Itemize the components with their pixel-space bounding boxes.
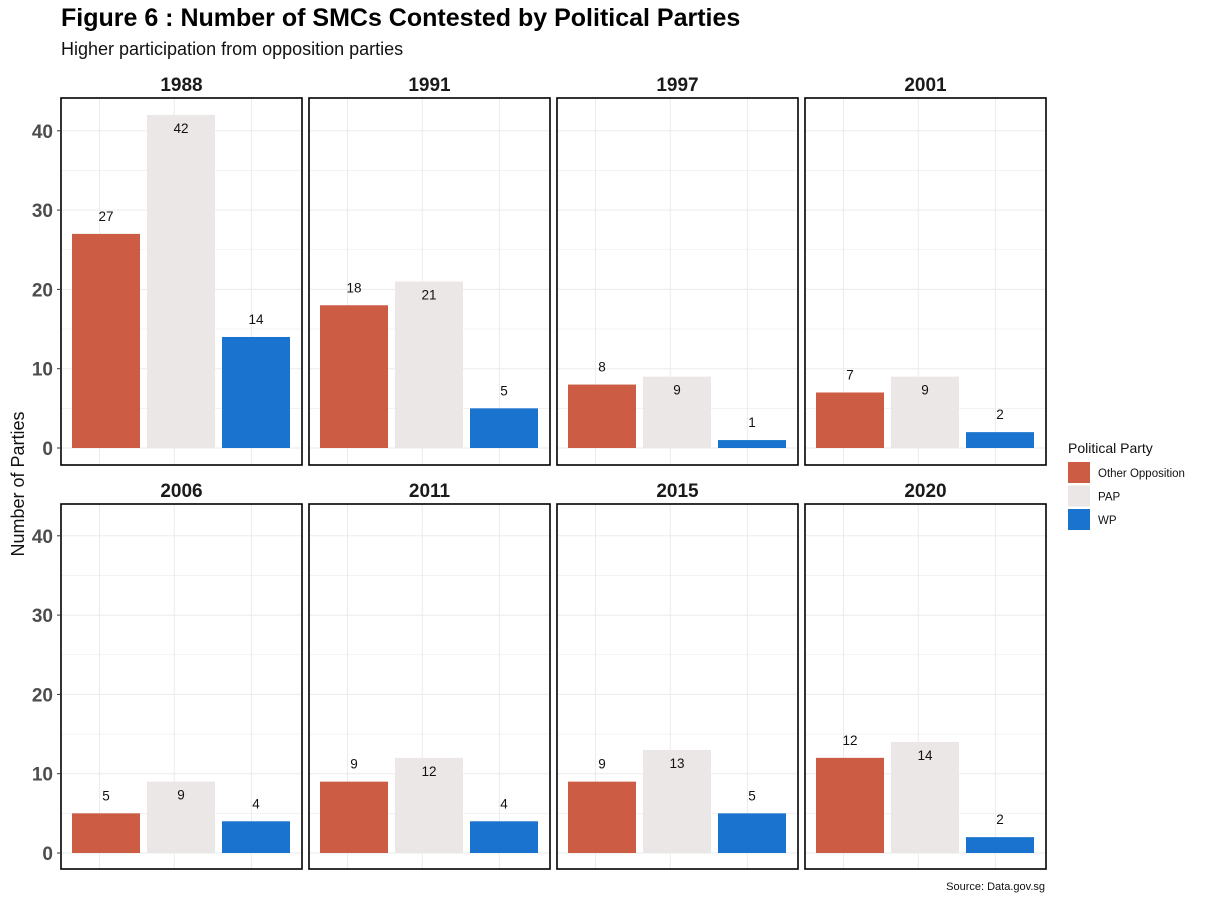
data-label: 18 [346,280,361,295]
legend-key [1068,509,1090,530]
facet-panel-1988: 1988 27 42 14 [60,75,303,466]
y-tick-label: 10 [32,765,53,786]
data-label: 9 [921,383,929,398]
data-label: 2 [996,812,1004,827]
data-label: 4 [252,796,260,811]
data-label: 2 [996,407,1004,422]
data-label: 13 [669,756,684,771]
bar-other-opposition [568,781,636,853]
y-tick-label: 20 [32,685,53,706]
data-label: 42 [173,121,188,136]
facet-panel-2011: 2011 9 12 4 [308,481,551,870]
bar-pap [395,757,463,853]
legend: Political Party Other Opposition PAP WP [1068,440,1185,530]
panel-border [804,97,1047,466]
y-tick-label: 30 [32,606,53,627]
panel-border [804,503,1047,870]
facet-label: 2006 [160,481,202,502]
bar-other-opposition [568,384,636,448]
bar-wp [222,336,290,448]
facet-label: 2020 [904,481,946,502]
facet-label: 1988 [160,75,202,96]
data-label: 14 [917,748,933,763]
legend-key [1068,462,1090,483]
bar-other-opposition [816,392,884,448]
bar-wp [718,813,786,853]
data-label: 9 [350,757,358,772]
data-label: 5 [102,788,110,803]
facet-panel-2006: 2006 5 9 4 [60,481,303,870]
bar-pap [891,741,959,853]
bar-other-opposition [72,813,140,853]
y-axis-label: Number of Parties [8,411,28,556]
y-tick-label: 10 [32,360,53,381]
legend-entry: WP [1098,515,1117,527]
data-label: 7 [846,367,854,382]
data-label: 21 [421,287,436,302]
bar-wp [966,837,1034,853]
data-label: 4 [500,796,508,811]
facet-panel-2001: 2001 7 9 2 [804,75,1047,466]
facet-panel-2020: 2020 12 14 2 [804,481,1047,870]
facet-panel-1991: 1991 18 21 5 [308,75,551,466]
bar-other-opposition [320,781,388,853]
legend-entry: PAP [1098,492,1120,504]
facet-label: 2001 [904,75,947,96]
chart-title: Figure 6 : Number of SMCs Contested by P… [61,4,741,32]
bar-other-opposition [320,305,388,448]
y-tick-label: 0 [42,844,53,865]
data-label: 12 [421,764,436,779]
bar-wp [470,821,538,853]
data-label: 14 [248,312,264,327]
facet-panel-2015: 2015 9 13 5 [556,481,799,870]
chart-subtitle: Higher participation from opposition par… [61,39,404,59]
bar-pap [891,376,959,448]
bar-pap [147,781,215,853]
bar-pap [147,114,215,448]
bar-wp [966,432,1034,448]
panel-border [308,503,551,870]
bar-other-opposition [72,233,140,448]
legend-entry: Other Opposition [1098,468,1185,480]
bar-wp [470,408,538,448]
panel-border [556,97,799,466]
data-label: 5 [500,383,508,398]
facet-panel-1997: 1997 8 9 1 [556,75,799,466]
legend-title: Political Party [1068,440,1153,456]
bar-other-opposition [816,757,884,853]
bar-wp [718,440,786,448]
legend-key [1068,485,1090,507]
bar-pap [643,376,711,448]
panel-border [60,503,303,870]
data-label: 9 [598,757,606,772]
y-tick-label: 30 [32,201,53,222]
y-tick-label: 40 [32,122,53,143]
data-label: 1 [748,415,756,430]
panel-border [308,97,551,466]
bar-pap [643,749,711,853]
y-axes: 0 10 20 30 40 0 10 20 30 40 [32,122,61,865]
y-tick-label: 0 [42,439,53,460]
y-tick-label: 20 [32,280,53,301]
bar-wp [222,821,290,853]
facet-label: 1997 [656,75,698,96]
data-label: 9 [177,788,185,803]
data-label: 27 [98,209,113,224]
gridlines [309,504,550,869]
panel-border [60,97,303,466]
facet-label: 2015 [656,481,699,502]
facet-label: 2011 [409,481,451,502]
data-label: 5 [748,788,756,803]
bar-pap [395,281,463,448]
facet-label: 1991 [408,75,451,96]
data-label: 12 [842,733,857,748]
source-caption: Source: Data.gov.sg [946,881,1045,893]
panel-border [556,503,799,870]
data-label: 9 [673,383,681,398]
y-tick-label: 40 [32,527,53,548]
data-label: 8 [598,360,606,375]
